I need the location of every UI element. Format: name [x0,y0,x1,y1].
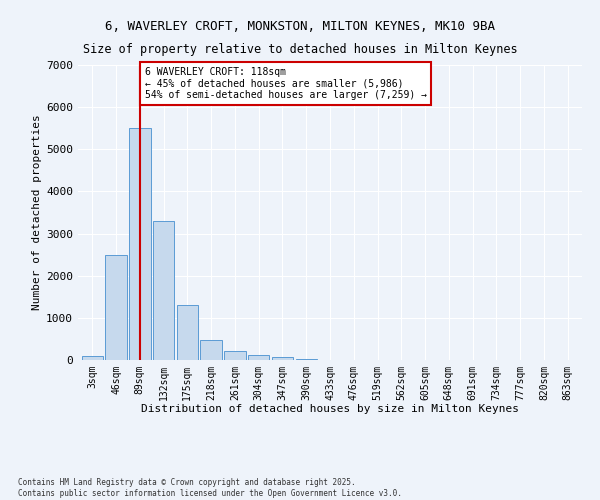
Bar [224,350,245,360]
Bar [153,221,174,360]
Bar [200,340,222,360]
Text: Contains HM Land Registry data © Crown copyright and database right 2025.
Contai: Contains HM Land Registry data © Crown c… [18,478,402,498]
Bar [129,128,151,360]
Text: 6, WAVERLEY CROFT, MONKSTON, MILTON KEYNES, MK10 9BA: 6, WAVERLEY CROFT, MONKSTON, MILTON KEYN… [105,20,495,33]
Bar [248,356,269,360]
X-axis label: Distribution of detached houses by size in Milton Keynes: Distribution of detached houses by size … [141,404,519,414]
Bar [106,254,127,360]
Bar [82,356,103,360]
Text: Size of property relative to detached houses in Milton Keynes: Size of property relative to detached ho… [83,42,517,56]
Bar [176,305,198,360]
Y-axis label: Number of detached properties: Number of detached properties [32,114,42,310]
Text: 6 WAVERLEY CROFT: 118sqm
← 45% of detached houses are smaller (5,986)
54% of sem: 6 WAVERLEY CROFT: 118sqm ← 45% of detach… [145,67,427,100]
Bar [296,358,317,360]
Bar [272,357,293,360]
